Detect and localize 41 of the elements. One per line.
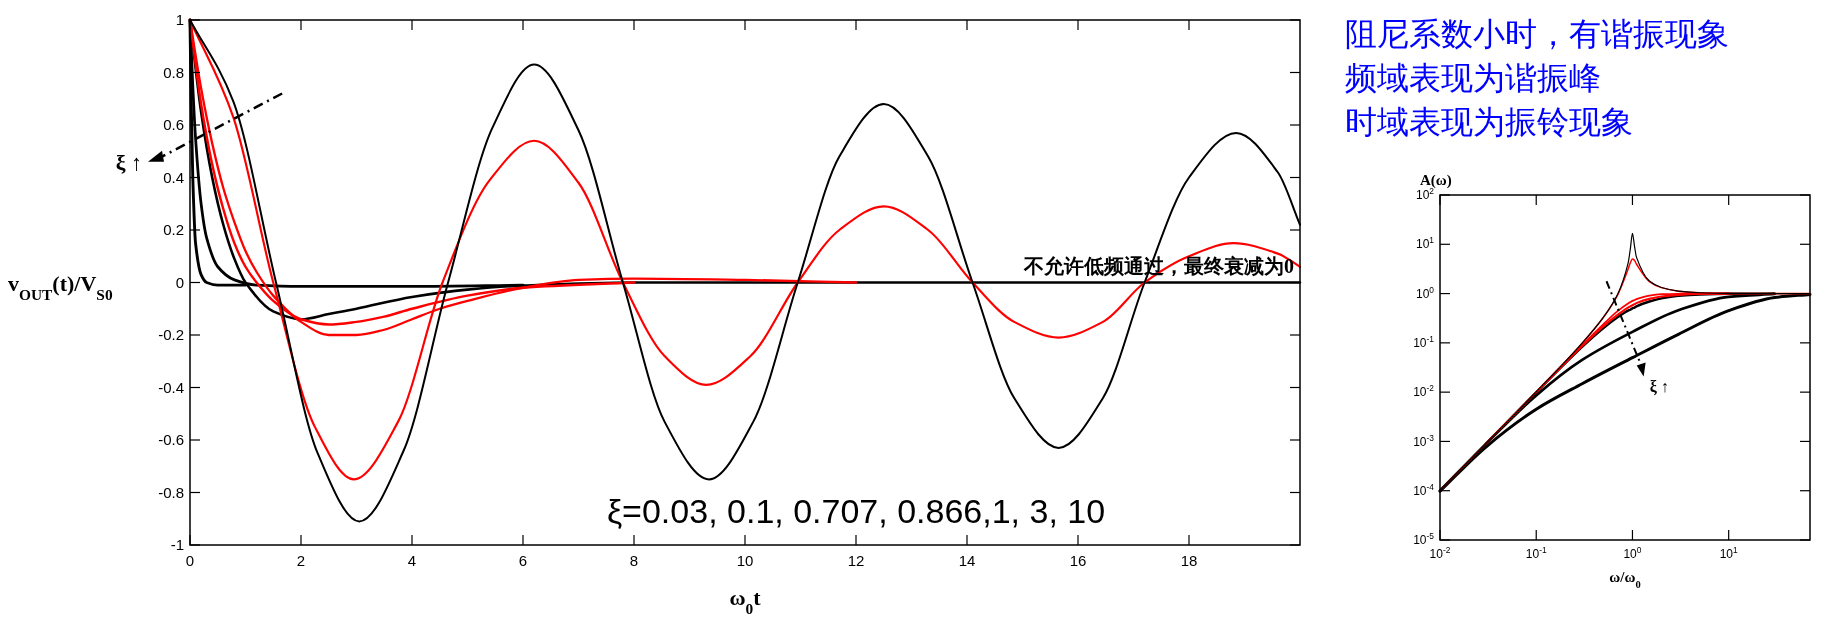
x-tick-label: 16 — [1069, 552, 1087, 569]
x-tick-label: 12 — [847, 552, 865, 569]
x-tick-label: 10$^{1}$ — [1719, 545, 1739, 561]
y-tick-label: 10$^{1}$ — [1415, 235, 1435, 252]
text: ξ ↑ — [115, 149, 142, 175]
y-tick-label: 0.4 — [163, 168, 184, 186]
annotation: ξ=0.03, 0.1, 0.707, 0.866,1, 3, 10 — [606, 492, 1106, 530]
x-tick-label: 10$^{-1}$ — [1525, 545, 1547, 561]
y-tick-label: -0.2 — [158, 326, 184, 344]
y-tick-label: 10$^{-2}$ — [1413, 383, 1435, 400]
y-tick-label: 0.2 — [163, 221, 184, 239]
x-tick-label: 4 — [407, 552, 417, 569]
x-axis-title: ω/ω$_{0}$ — [1609, 569, 1641, 590]
x-tick-label: 18 — [1180, 552, 1198, 569]
x-tick-label: 10$^{-2}$ — [1429, 545, 1451, 561]
x-tick-label: 8 — [629, 552, 639, 569]
x-tick-label: 14 — [958, 552, 976, 569]
y-tick-label: 10$^{-4}$ — [1413, 481, 1435, 498]
y-tick-label: -0.4 — [158, 378, 184, 396]
y-axis-title: A(ω) — [1420, 172, 1452, 189]
y-tick-label: -0.6 — [158, 431, 184, 449]
y-tick-label: 10$^{-3}$ — [1413, 432, 1435, 449]
y-axis-title: v$_{OUT}$(t)/V$_{S0}$ — [8, 270, 113, 302]
y-tick-label: 1 — [175, 11, 184, 29]
y-tick-label: 10$^{-1}$ — [1413, 334, 1435, 351]
text: 频域表现为谐振峰 — [1345, 60, 1601, 96]
annotation: ξ ↑ — [1649, 378, 1669, 397]
x-tick-label: 10 — [736, 552, 754, 569]
text: 阻尼系数小时，有谐振现象 — [1345, 16, 1729, 52]
y-tick-label: 10$^{-5}$ — [1413, 531, 1435, 548]
x-tick-label: 2 — [296, 552, 306, 569]
y-tick-label: 0.6 — [163, 116, 184, 134]
x-tick-label: 10$^{0}$ — [1623, 545, 1642, 561]
y-tick-label: 0 — [175, 273, 184, 291]
y-tick-label: -0.8 — [158, 483, 184, 501]
y-tick-label: -1 — [170, 536, 184, 554]
y-tick-label: 10$^{0}$ — [1415, 284, 1435, 301]
x-tick-label: 6 — [518, 552, 528, 569]
y-tick-label: 0.8 — [163, 63, 184, 81]
text: 时域表现为振铃现象 — [1345, 104, 1633, 140]
x-axis-title: ω$_{0}$t — [729, 585, 762, 617]
